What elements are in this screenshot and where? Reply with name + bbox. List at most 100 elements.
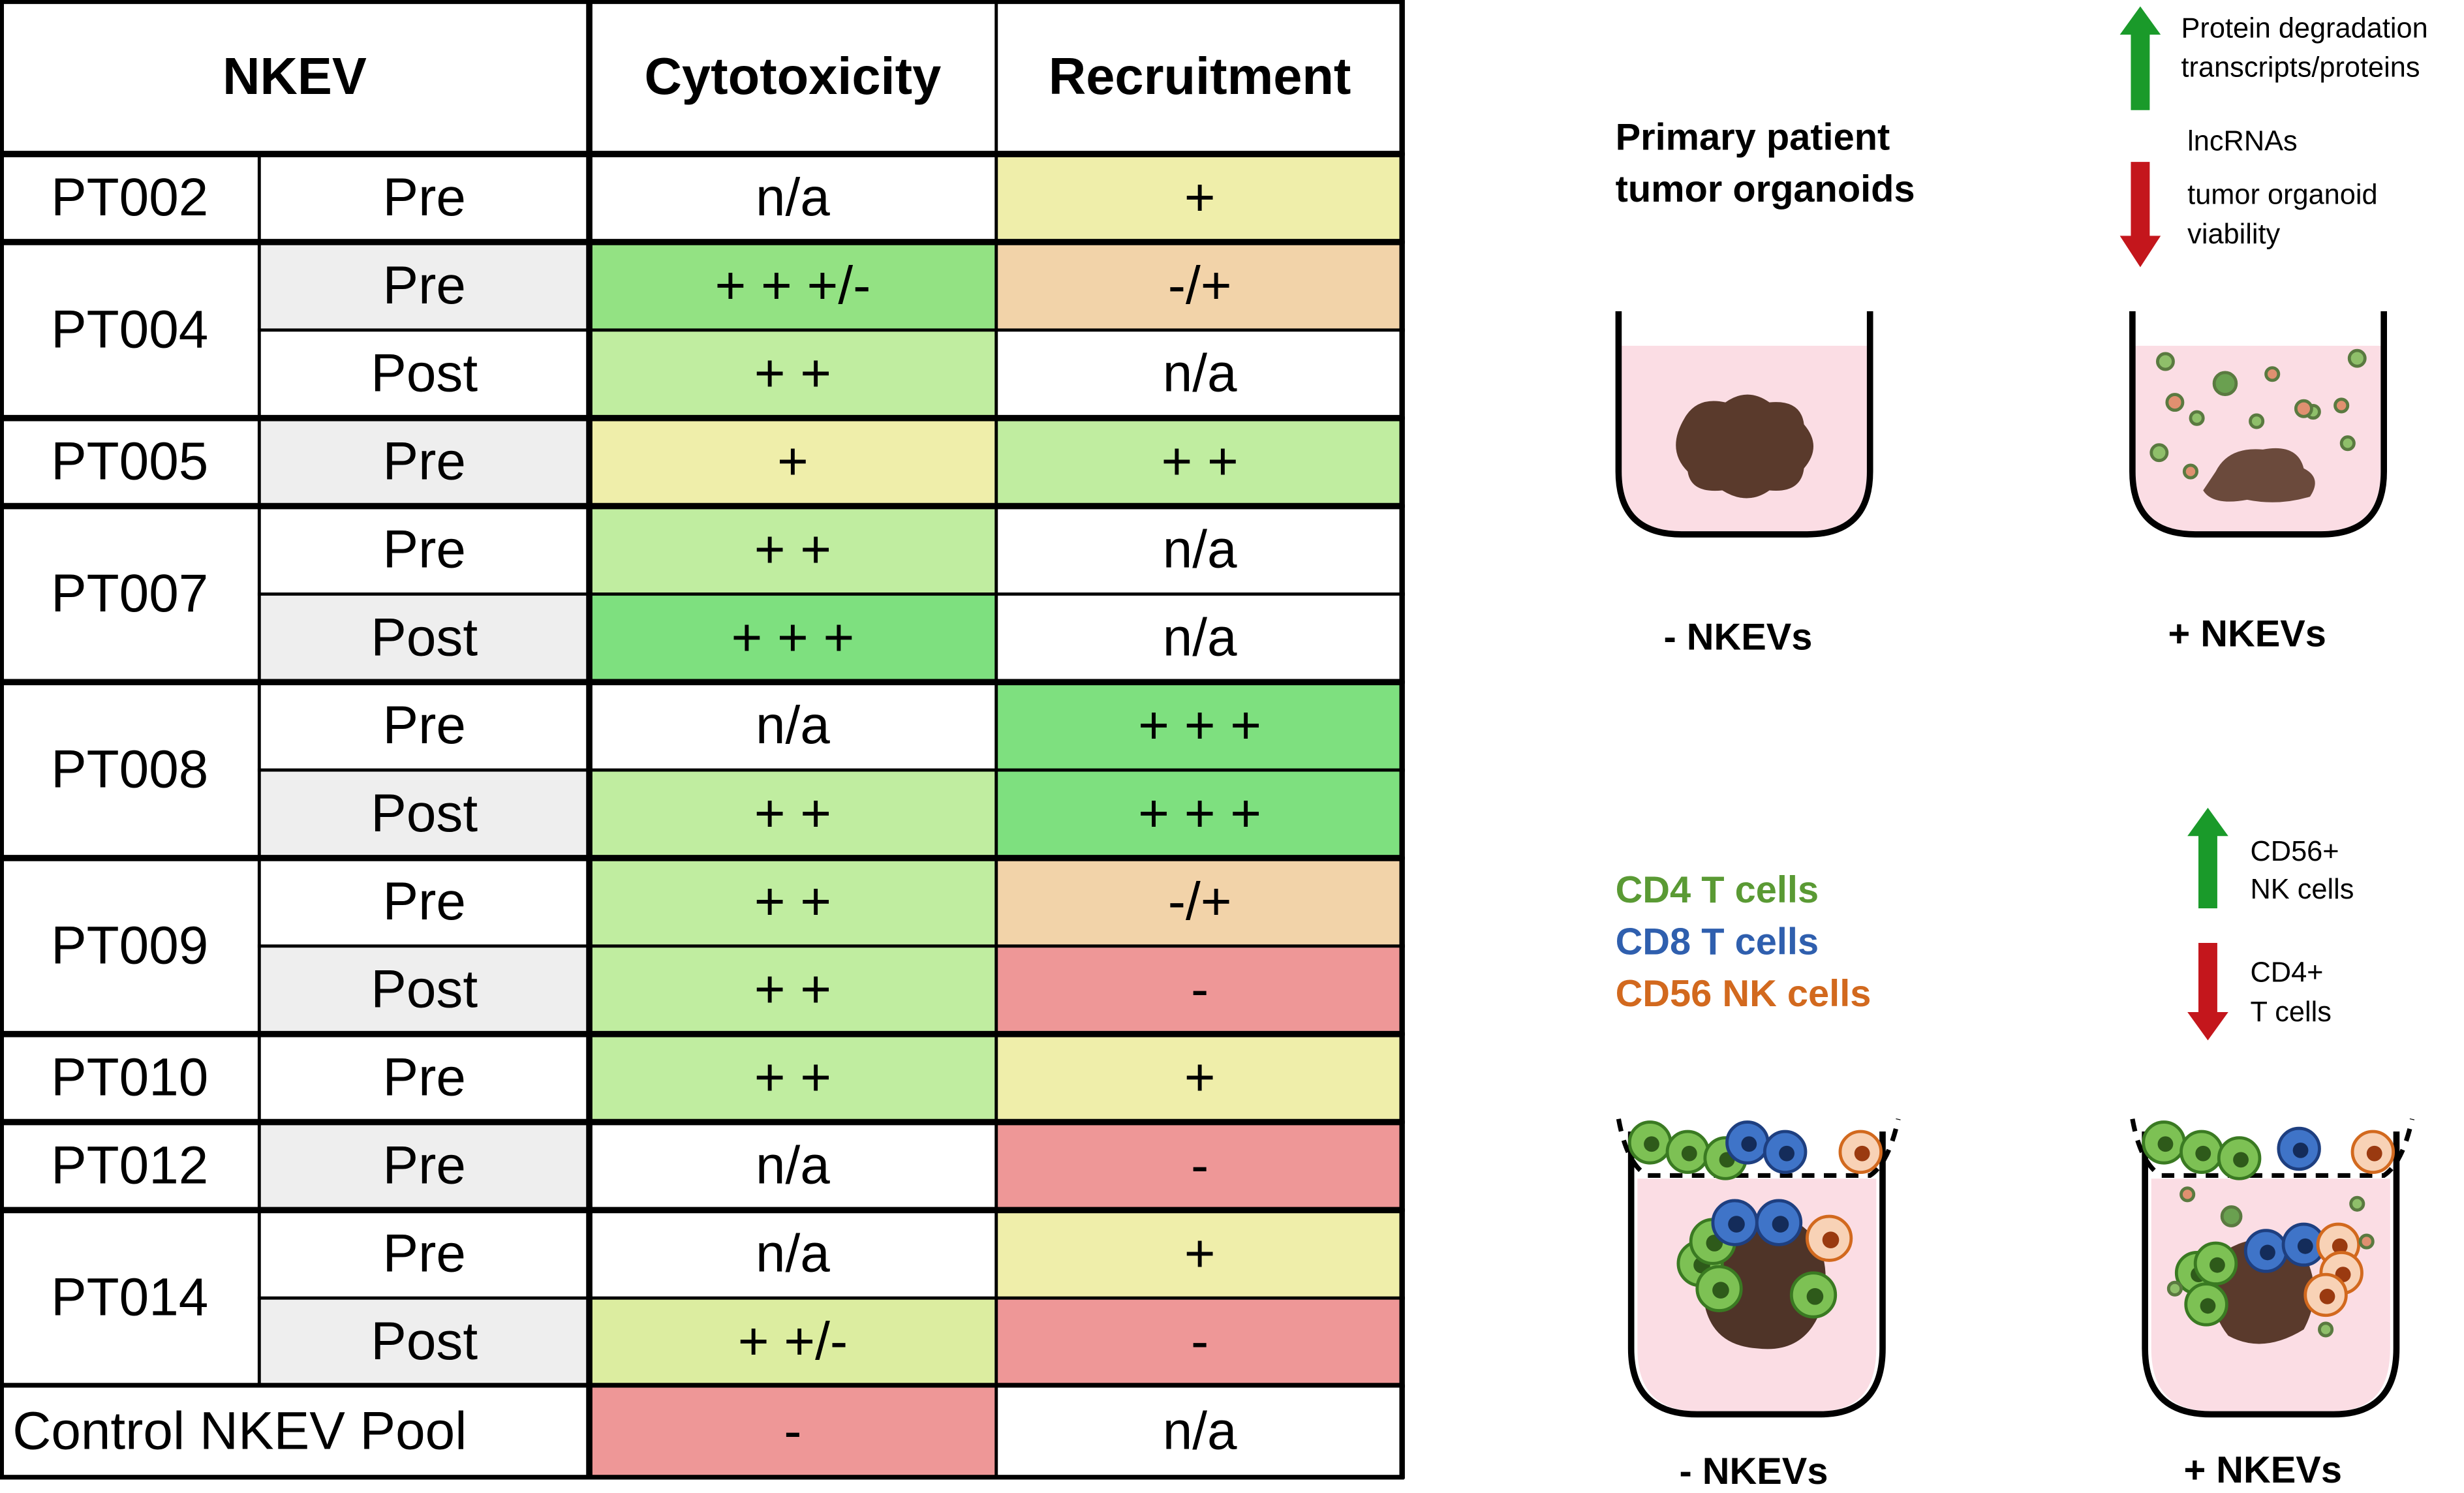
shape	[1615, 311, 1873, 538]
patient-cell	[0, 240, 261, 420]
figure-label: lncRNAs	[2187, 126, 2298, 157]
patient: PT009	[51, 916, 208, 975]
figure-label: CD56+	[2250, 836, 2339, 867]
cell	[2189, 410, 2205, 426]
cytotoxicity: +	[777, 432, 808, 491]
cell-nucleus	[1712, 1282, 1729, 1299]
cytotoxicity: + + +/-	[715, 256, 870, 315]
header: Cytotoxicity	[645, 47, 942, 105]
cell-nucleus	[1822, 1231, 1840, 1248]
shape	[2135, 345, 2381, 532]
timepoint: Pre	[383, 1048, 466, 1107]
recruitment: -	[1191, 1135, 1209, 1195]
control-label: Control NKEV Pool	[12, 1401, 467, 1460]
cell-nucleus	[2297, 1238, 2313, 1254]
recruitment: -/+	[1168, 872, 1232, 931]
cell-nucleus	[1779, 1145, 1794, 1162]
cytotoxicity: n/a	[756, 1224, 830, 1283]
shape	[2119, 162, 2161, 268]
cytotoxicity-cell	[587, 768, 998, 860]
cytotoxicity: + +	[754, 784, 831, 843]
shape	[2119, 6, 2161, 110]
shape	[1616, 1118, 1901, 1178]
cell-nucleus	[2319, 1288, 2335, 1304]
timepoint: Pre	[383, 1135, 466, 1195]
recruitment: n/a	[1163, 519, 1237, 579]
timepoint-cell	[257, 328, 591, 420]
timepoint-cell	[257, 1120, 591, 1212]
cell	[2318, 1321, 2334, 1338]
timepoint: Post	[371, 1312, 478, 1371]
figure-label: T cells	[2250, 996, 2331, 1028]
timepoint: Pre	[383, 1224, 466, 1283]
cytotoxicity: + +	[754, 872, 831, 931]
cell	[2149, 443, 2169, 463]
cytotoxicity-cell	[587, 416, 998, 508]
shape	[2187, 807, 2228, 909]
recruitment-cell	[994, 416, 1405, 508]
patient: PT005	[51, 432, 208, 491]
figure-label: CD8 T cells	[1616, 921, 1819, 963]
recruitment: n/a	[1163, 1401, 1237, 1460]
patient: PT007	[51, 564, 208, 623]
cytotoxicity: n/a	[756, 168, 830, 227]
recruitment: -	[1191, 1312, 1209, 1371]
patient: PT002	[51, 168, 208, 227]
cell-nucleus	[1728, 1216, 1745, 1233]
cell	[2156, 352, 2175, 371]
cell-nucleus	[1741, 1136, 1757, 1152]
cytotoxicity-cell	[587, 944, 998, 1036]
figure-label: viability	[2187, 219, 2280, 250]
cell-nucleus	[2233, 1152, 2249, 1168]
figure-label: - NKEVs	[1680, 1451, 1828, 1492]
recruitment: -	[1191, 960, 1209, 1019]
cytotoxicity: + +	[754, 1048, 831, 1107]
shape	[1676, 394, 1814, 499]
figure-label: + NKEVs	[2168, 613, 2326, 655]
shape	[2187, 943, 2228, 1041]
recruitment: + +	[1161, 432, 1238, 491]
cell-nucleus	[1681, 1145, 1697, 1162]
cell-nucleus	[2332, 1238, 2348, 1254]
figure-label: - NKEVs	[1663, 617, 1812, 658]
cell	[2182, 463, 2199, 480]
timepoint: Pre	[383, 432, 466, 491]
recruitment-cell	[994, 1208, 1405, 1300]
figure-label: CD4 T cells	[1616, 869, 1819, 911]
cytotoxicity: n/a	[756, 1135, 830, 1195]
patient: PT004	[51, 300, 208, 359]
cell-nucleus	[1772, 1216, 1789, 1233]
recruitment: -/+	[1168, 256, 1232, 315]
shape	[1627, 1131, 1886, 1418]
figure-label: Protein degradation	[2181, 12, 2428, 44]
patient: PT008	[51, 740, 208, 799]
header: NKEV	[223, 47, 367, 105]
cell	[2358, 1233, 2375, 1250]
recruitment: + + +	[1138, 696, 1261, 755]
control-label-cell	[0, 1384, 591, 1479]
recruitment: n/a	[1163, 344, 1237, 403]
recruitment-cell	[994, 1032, 1405, 1124]
recruitment: +	[1184, 1224, 1216, 1283]
recruitment: n/a	[1163, 608, 1237, 667]
figure-label: + NKEVs	[2184, 1449, 2342, 1491]
cell-nucleus	[2366, 1145, 2382, 1162]
cell	[2333, 397, 2350, 414]
cell	[2347, 348, 2367, 368]
recruitment-cell	[994, 1120, 1405, 1212]
patient: PT014	[51, 1268, 208, 1327]
cell	[2264, 366, 2281, 382]
timepoint-cell	[257, 944, 591, 1036]
patient: PT010	[51, 1048, 208, 1107]
cytotoxicity: -	[784, 1401, 801, 1460]
timepoint: Post	[371, 784, 478, 843]
figure-label: Primary patient	[1616, 117, 1890, 159]
recruitment: + + +	[1138, 784, 1261, 843]
cytotoxicity: + +	[754, 960, 831, 1019]
cell-nucleus	[2260, 1244, 2275, 1261]
cytotoxicity: + + +	[731, 608, 854, 667]
cell	[2179, 1186, 2196, 1203]
cytotoxicity: n/a	[756, 696, 830, 755]
header-cell	[587, 0, 998, 156]
